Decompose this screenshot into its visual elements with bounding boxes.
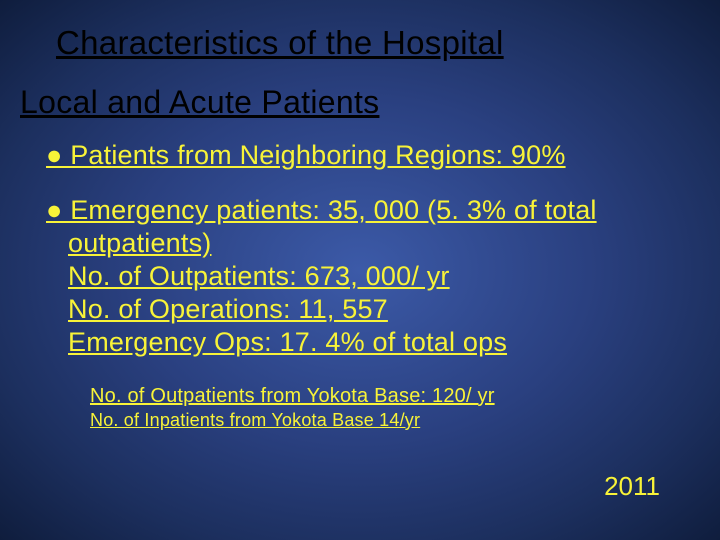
bullet2-line2: outpatients) <box>68 227 700 260</box>
bullet-item-2: ● Emergency patients: 35, 000 (5. 3% of … <box>46 194 700 359</box>
bullet2-line5: Emergency Ops: 17. 4% of total ops <box>68 326 700 359</box>
bullet2-line3: No. of Outpatients: 673, 000/ yr <box>68 260 700 293</box>
slide-subtitle: Local and Acute Patients <box>20 84 700 121</box>
year-label: 2011 <box>604 471 660 502</box>
bullet-item-1: ● Patients from Neighboring Regions: 90% <box>46 139 700 172</box>
subnote-2: No. of Inpatients from Yokota Base 14/yr <box>90 410 700 431</box>
bullet2-line1: ● Emergency patients: 35, 000 (5. 3% of … <box>46 195 597 225</box>
slide-title: Characteristics of the Hospital <box>56 24 700 62</box>
slide: Characteristics of the Hospital Local an… <box>0 0 720 540</box>
subnote-1: No. of Outpatients from Yokota Base: 120… <box>90 385 700 408</box>
bullet2-line4: No. of Operations: 11, 557 <box>68 293 700 326</box>
bullet-list: ● Patients from Neighboring Regions: 90%… <box>46 139 700 359</box>
